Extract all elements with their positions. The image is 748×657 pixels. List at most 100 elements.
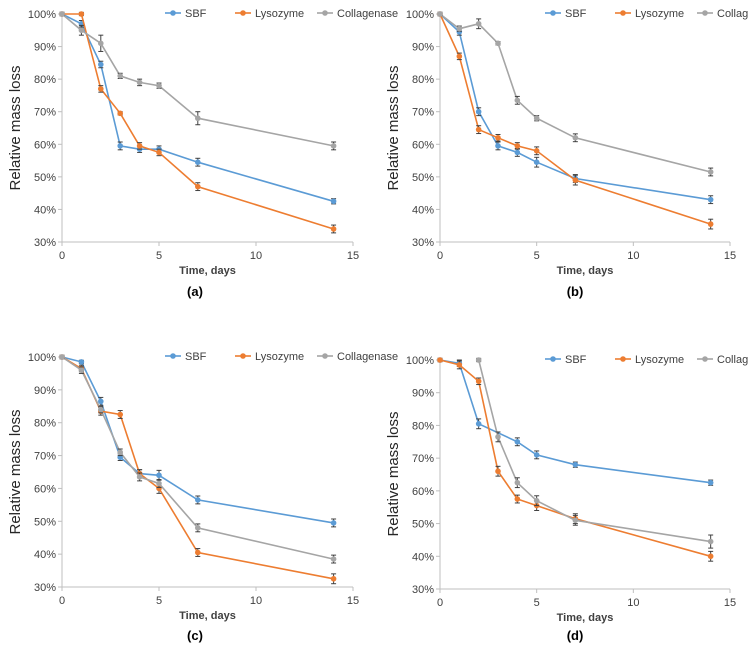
y-tick-label: 30% [34,582,56,594]
data-point-collagenase [117,73,123,79]
y-axis-title: Relative mass loss [7,409,24,534]
legend-label-lysozyme: Lysozyme [635,8,684,20]
data-point-collagenase [456,25,463,32]
series-line-collagenase [61,13,334,147]
panel-label: (d) [567,628,584,643]
data-point-lysozyme [495,468,501,475]
y-tick-label: 80% [412,420,434,432]
legend: SBF Lysozyme Collagenase [545,8,748,20]
data-point-collagenase [572,517,579,524]
data-point-collagenase [514,479,521,486]
data-point-lysozyme [78,11,85,17]
data-point-lysozyme [195,549,201,556]
series-collagenase [475,357,714,549]
data-point-collagenase [707,538,714,545]
panel-label: (b) [567,284,584,299]
legend-marker-lysozyme [620,10,626,16]
data-point-sbf [514,149,521,156]
data-point-lysozyme [195,183,201,190]
data-point-lysozyme [707,553,714,560]
data-point-sbf [475,420,482,427]
y-tick-label: 60% [412,139,434,151]
data-point-lysozyme [495,134,501,141]
data-point-collagenase [59,354,65,360]
panel-c: 30% 40% 50% 60% 70% 80% 90% 100% 0 5 10 15 Time, day… [7,351,398,643]
y-tick-label: 50% [34,516,56,528]
series-lysozyme [59,354,337,585]
data-point-collagenase [78,367,85,373]
legend-marker-lysozyme [240,10,246,16]
x-tick-label: 10 [250,595,262,607]
data-point-lysozyme [136,143,143,149]
series-line-lysozyme [439,13,711,225]
data-point-collagenase [78,27,85,34]
data-point-lysozyme [514,496,521,502]
x-axis-title: Time, days [179,265,236,277]
data-point-lysozyme [117,411,123,418]
legend-marker-collagenase [322,10,328,16]
data-point-lysozyme [117,110,123,117]
series-sbf [437,357,714,486]
series-line-sbf [61,13,334,203]
data-point-sbf [330,198,337,205]
data-point-collagenase [533,497,540,504]
series-sbf [437,11,714,205]
y-tick-label: 100% [28,9,56,21]
y-tick-label: 60% [34,139,56,151]
y-tick-label: 90% [34,42,56,54]
data-point-sbf [533,452,540,458]
data-point-sbf [707,196,714,203]
x-tick-label: 10 [250,250,262,262]
data-point-collagenase [330,556,337,562]
y-tick-label: 40% [34,549,56,561]
data-point-lysozyme [456,362,463,368]
y-tick-label: 40% [412,204,434,216]
legend-marker-lysozyme [620,356,626,362]
legend-marker-collagenase [322,353,328,359]
legend-label-sbf: SBF [185,351,207,363]
data-point-lysozyme [572,177,579,183]
legend-marker-collagenase [702,10,708,16]
y-tick-label: 30% [34,237,56,249]
x-tick-label: 5 [156,250,162,262]
y-axis-title: Relative mass loss [385,411,402,536]
x-axis-title: Time, days [557,265,614,277]
series-line-collagenase [477,359,711,543]
x-tick-label: 15 [724,597,736,609]
data-point-collagenase [475,357,482,363]
y-tick-label: 70% [412,453,434,465]
data-point-lysozyme [98,86,104,92]
y-tick-label: 40% [412,551,434,563]
x-tick-label: 0 [59,595,65,607]
legend-label-collagenase: Collagenase [717,354,748,366]
data-point-collagenase [136,79,143,86]
y-tick-label: 40% [34,204,56,216]
data-point-sbf [195,159,201,165]
data-point-sbf [495,143,501,149]
x-tick-label: 10 [627,597,639,609]
data-point-lysozyme [514,143,521,149]
data-point-collagenase [330,143,337,149]
series-lysozyme [59,11,337,234]
x-tick-label: 0 [437,597,443,609]
y-tick-label: 80% [34,418,56,430]
y-axis-title: Relative mass loss [385,65,402,190]
legend-label-sbf: SBF [185,8,207,20]
data-point-sbf [707,479,714,486]
panel-label: (a) [187,284,203,299]
legend-marker-sbf [550,10,556,16]
legend-label-lysozyme: Lysozyme [635,354,684,366]
y-tick-label: 100% [28,352,56,364]
data-point-lysozyme [330,575,337,582]
y-tick-label: 90% [412,42,434,54]
panel-label: (c) [187,628,203,643]
data-point-collagenase [136,474,143,480]
legend: SBF Lysozyme Collagenase [165,351,398,363]
x-tick-label: 5 [534,250,540,262]
data-point-collagenase [98,40,104,47]
data-point-sbf [117,143,123,149]
legend-label-collagenase: Collagenase [717,8,748,20]
y-tick-label: 70% [34,107,56,119]
legend-marker-collagenase [702,356,708,362]
data-point-sbf [572,461,579,468]
